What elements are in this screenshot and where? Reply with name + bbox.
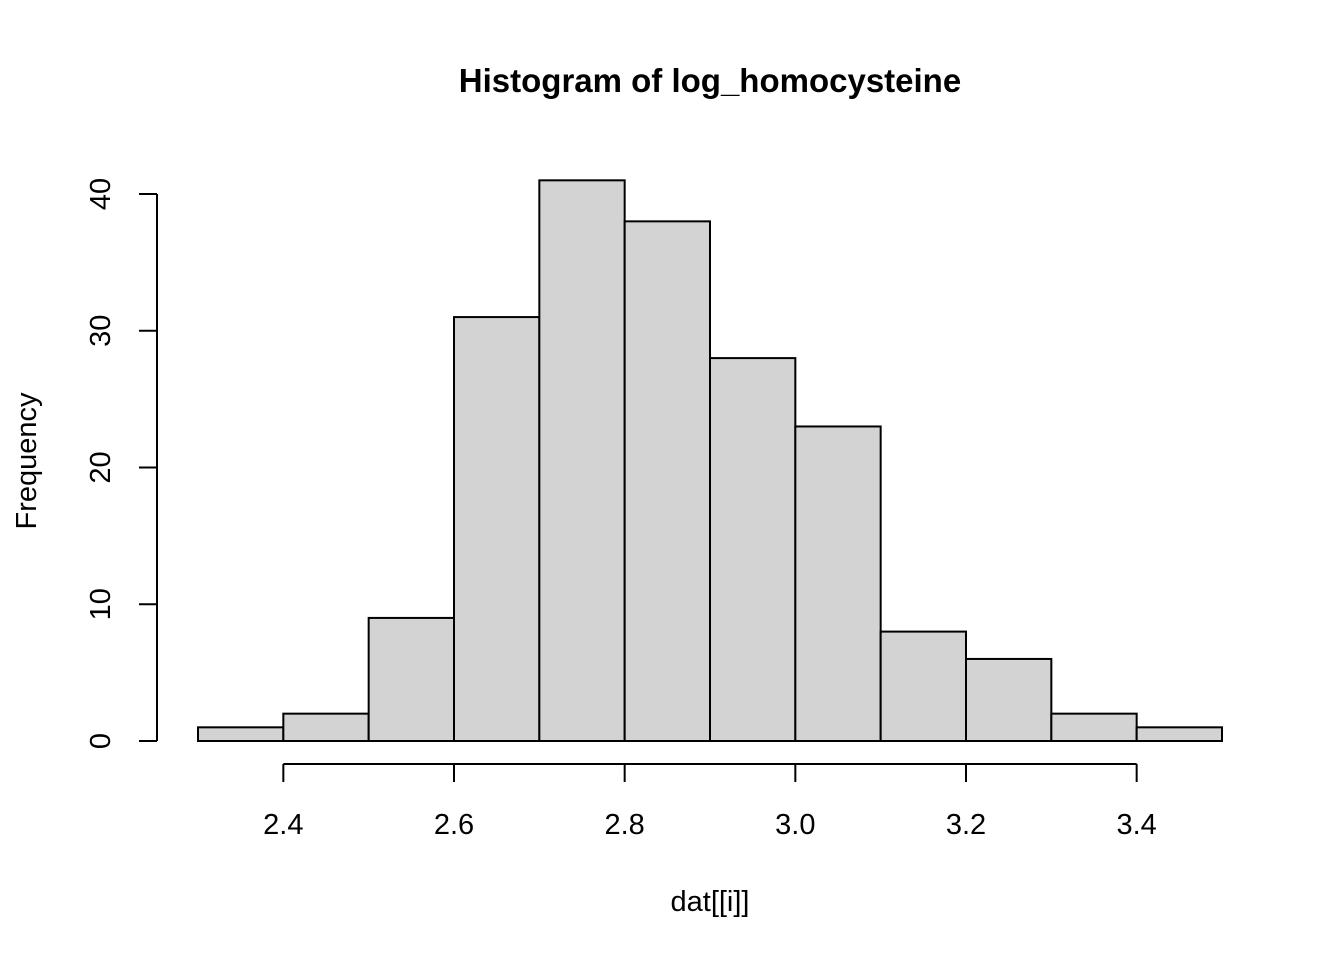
x-tick-label: 2.8	[605, 809, 645, 841]
x-tick-label: 2.4	[263, 809, 303, 841]
histogram-bar	[367, 616, 455, 742]
y-tick-label: 30	[85, 315, 117, 347]
y-axis: 0 10 20 30 40	[85, 178, 158, 749]
y-tick-label: 40	[85, 178, 117, 210]
bars-group	[197, 179, 1223, 743]
y-tick-label: 10	[85, 588, 117, 620]
x-tick-label: 2.6	[434, 809, 474, 841]
histogram-bar	[709, 357, 797, 742]
y-tick-label: 20	[85, 451, 117, 483]
y-axis-label: Frequency	[11, 392, 43, 530]
chart-title: Histogram of log_homocysteine	[459, 62, 961, 99]
x-axis: 2.4 2.6 2.8 3.0 3.2 3.4	[263, 763, 1157, 841]
histogram-bar	[623, 220, 712, 743]
histogram-bar	[197, 726, 285, 743]
histogram-bar	[879, 630, 968, 742]
histogram-bar	[538, 179, 626, 742]
histogram-bar	[1050, 712, 1138, 743]
y-tick-label: 0	[85, 733, 117, 749]
histogram-bar	[453, 316, 541, 742]
x-tick-label: 3.0	[775, 809, 815, 841]
x-axis-label: dat[[i]]	[671, 886, 750, 918]
histogram-bar	[965, 657, 1053, 743]
histogram-bar	[282, 712, 370, 743]
histogram-bar	[794, 425, 882, 742]
x-tick-label: 3.2	[946, 809, 986, 841]
x-tick-label: 3.4	[1117, 809, 1157, 841]
histogram-bar	[1135, 726, 1223, 743]
